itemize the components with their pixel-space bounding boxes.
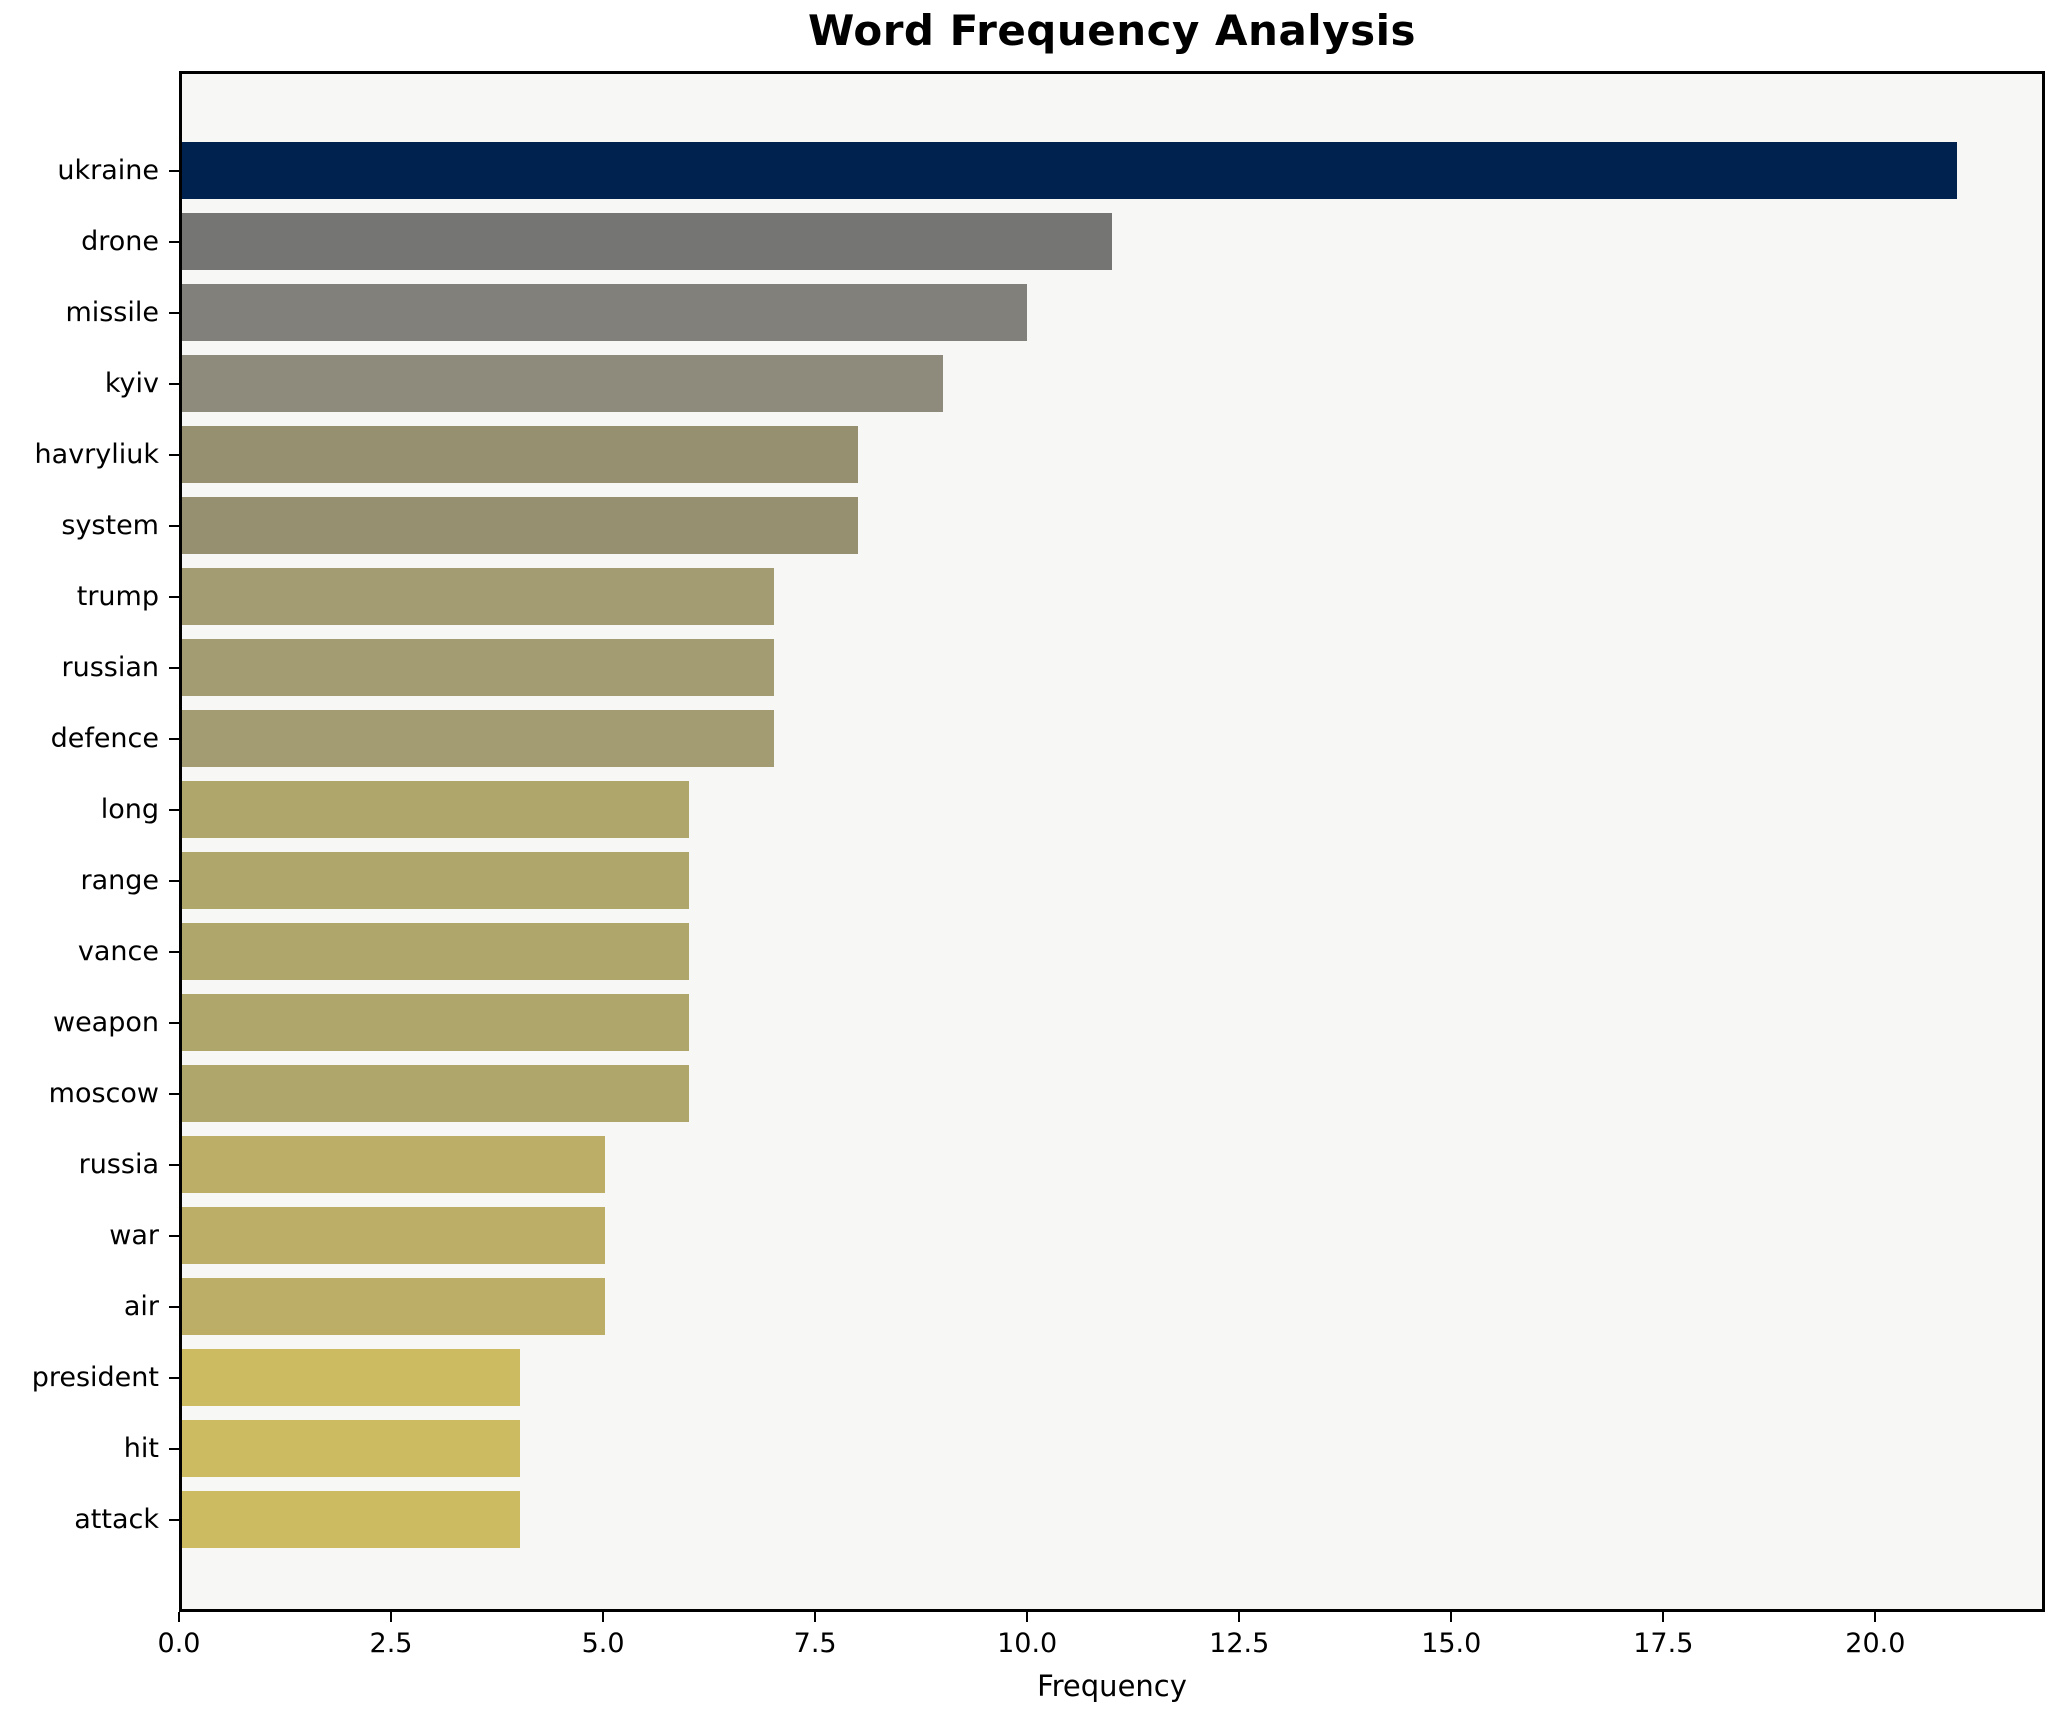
bar-russian <box>182 639 774 696</box>
x-tick-mark <box>1026 1612 1029 1622</box>
y-tick-mark <box>169 311 179 314</box>
y-tick-label-missile: missile <box>65 296 159 328</box>
y-tick-mark <box>169 737 179 740</box>
bar-long <box>182 781 690 838</box>
x-tick-label-12.5: 12.5 <box>1209 1628 1270 1659</box>
plot-area <box>179 71 2045 1612</box>
y-tick-label-vance: vance <box>77 935 159 967</box>
x-tick-label-5.0: 5.0 <box>581 1628 625 1659</box>
y-tick-mark <box>169 1447 179 1450</box>
y-tick-mark <box>169 595 179 598</box>
y-tick-label-russian: russian <box>61 651 159 683</box>
y-tick-mark <box>169 1092 179 1095</box>
bar-system <box>182 497 859 554</box>
y-tick-mark <box>169 1234 179 1237</box>
y-tick-label-hit: hit <box>123 1432 159 1464</box>
y-tick-label-russia: russia <box>78 1148 159 1180</box>
bar-air <box>182 1278 605 1335</box>
x-tick-label-17.5: 17.5 <box>1633 1628 1694 1659</box>
x-tick-mark <box>1450 1612 1453 1622</box>
bar-missile <box>182 284 1028 341</box>
y-tick-label-ukraine: ukraine <box>57 154 159 186</box>
bar-ukraine <box>182 142 1958 199</box>
bar-trump <box>182 568 774 625</box>
y-tick-mark <box>169 1376 179 1379</box>
y-tick-label-system: system <box>61 509 159 541</box>
bar-moscow <box>182 1065 690 1122</box>
x-tick-mark <box>1662 1612 1665 1622</box>
y-tick-mark <box>169 1163 179 1166</box>
y-tick-mark <box>169 1021 179 1024</box>
bar-president <box>182 1349 521 1406</box>
x-tick-label-0.0: 0.0 <box>157 1628 201 1659</box>
chart-title: Word Frequency Analysis <box>808 6 1416 55</box>
y-tick-label-moscow: moscow <box>48 1077 159 1109</box>
y-tick-label-president: president <box>31 1361 159 1393</box>
y-tick-label-drone: drone <box>81 225 159 257</box>
x-tick-mark <box>1238 1612 1241 1622</box>
x-tick-label-15.0: 15.0 <box>1421 1628 1482 1659</box>
bar-hit <box>182 1420 521 1477</box>
x-tick-mark <box>602 1612 605 1622</box>
x-tick-label-20.0: 20.0 <box>1845 1628 1906 1659</box>
y-tick-label-range: range <box>80 864 159 896</box>
y-tick-mark <box>169 666 179 669</box>
bar-weapon <box>182 994 690 1051</box>
y-tick-mark <box>169 879 179 882</box>
bar-war <box>182 1207 605 1264</box>
bar-range <box>182 852 690 909</box>
y-tick-label-attack: attack <box>74 1503 159 1535</box>
y-tick-mark <box>169 808 179 811</box>
x-tick-label-2.5: 2.5 <box>369 1628 413 1659</box>
x-tick-mark <box>178 1612 180 1622</box>
y-tick-mark <box>169 524 179 527</box>
y-tick-label-air: air <box>123 1290 159 1322</box>
y-tick-mark <box>169 169 179 172</box>
y-tick-label-trump: trump <box>76 580 159 612</box>
y-tick-mark <box>169 1518 179 1521</box>
y-tick-mark <box>169 240 179 243</box>
x-tick-mark <box>1874 1612 1877 1622</box>
bar-drone <box>182 213 1112 270</box>
y-tick-label-weapon: weapon <box>52 1006 159 1038</box>
bar-defence <box>182 710 774 767</box>
y-tick-label-war: war <box>109 1219 159 1251</box>
y-tick-mark <box>169 950 179 953</box>
y-tick-label-havryliuk: havryliuk <box>34 438 159 470</box>
bar-vance <box>182 923 690 980</box>
y-tick-mark <box>169 453 179 456</box>
x-tick-mark <box>814 1612 817 1622</box>
bar-kyiv <box>182 355 943 412</box>
y-tick-label-defence: defence <box>50 722 159 754</box>
x-tick-mark <box>390 1612 393 1622</box>
y-tick-label-kyiv: kyiv <box>104 367 159 399</box>
bar-attack <box>182 1491 521 1548</box>
x-axis-label: Frequency <box>1037 1669 1187 1703</box>
y-tick-mark <box>169 1305 179 1308</box>
x-tick-label-10.0: 10.0 <box>997 1628 1058 1659</box>
bar-havryliuk <box>182 426 859 483</box>
y-tick-mark <box>169 382 179 385</box>
x-tick-label-7.5: 7.5 <box>793 1628 837 1659</box>
y-tick-label-long: long <box>100 793 159 825</box>
bar-russia <box>182 1136 605 1193</box>
